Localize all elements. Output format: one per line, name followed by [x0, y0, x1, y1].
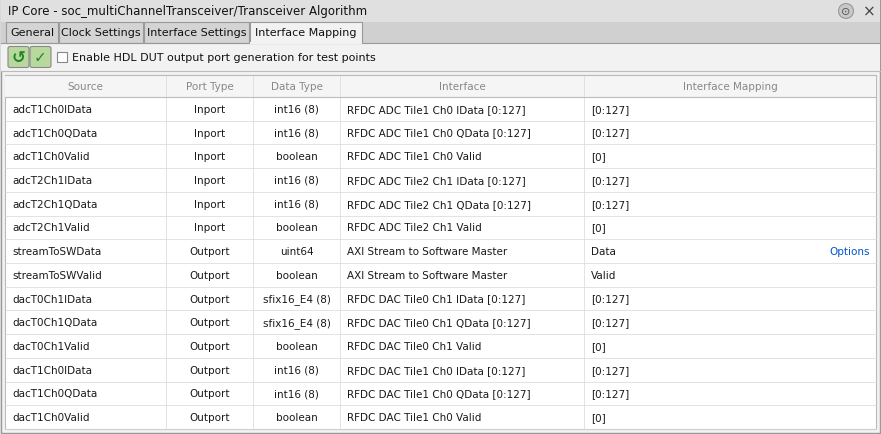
Text: adcT1Ch0QData: adcT1Ch0QData [12, 128, 97, 138]
Text: ⊙: ⊙ [841, 7, 851, 17]
Text: int16 (8): int16 (8) [274, 365, 319, 375]
Text: RFDC ADC Tile1 Ch0 IData [0:127]: RFDC ADC Tile1 Ch0 IData [0:127] [347, 105, 526, 115]
Text: int16 (8): int16 (8) [274, 128, 319, 138]
Text: Source: Source [68, 82, 103, 92]
Text: Port Type: Port Type [186, 82, 233, 92]
Text: dacT0Ch1QData: dacT0Ch1QData [12, 318, 97, 328]
Bar [1, 1, 880, 23]
Text: int16 (8): int16 (8) [274, 199, 319, 209]
Bar [57, 53, 67, 63]
Text: Data Type: Data Type [270, 82, 322, 92]
Text: dacT0Ch1IData: dacT0Ch1IData [12, 294, 92, 304]
Text: Interface Mapping: Interface Mapping [255, 29, 357, 39]
Text: dacT1Ch0Valid: dacT1Ch0Valid [12, 412, 90, 422]
Text: Data: Data [591, 247, 616, 256]
Text: streamToSWValid: streamToSWValid [12, 270, 101, 280]
Text: RFDC ADC Tile2 Ch1 Valid: RFDC ADC Tile2 Ch1 Valid [347, 223, 482, 233]
Text: int16 (8): int16 (8) [274, 176, 319, 186]
Text: Inport: Inport [194, 128, 226, 138]
Text: Valid: Valid [591, 270, 617, 280]
Text: AXI Stream to Software Master: AXI Stream to Software Master [347, 270, 507, 280]
Text: Interface Settings: Interface Settings [147, 29, 247, 39]
Text: [0:127]: [0:127] [591, 176, 629, 186]
Text: Outport: Outport [189, 270, 230, 280]
Circle shape [839, 4, 854, 20]
Text: [0:127]: [0:127] [591, 199, 629, 209]
Text: boolean: boolean [276, 152, 318, 162]
Text: Outport: Outport [189, 247, 230, 256]
Text: boolean: boolean [276, 412, 318, 422]
Text: [0]: [0] [591, 412, 606, 422]
Text: boolean: boolean [276, 223, 318, 233]
Text: uint64: uint64 [280, 247, 314, 256]
Text: Enable HDL DUT output port generation for test points: Enable HDL DUT output port generation fo… [72, 53, 376, 63]
Text: ×: × [862, 4, 876, 20]
Text: Inport: Inport [194, 105, 226, 115]
Text: [0:127]: [0:127] [591, 365, 629, 375]
Text: sfix16_E4 (8): sfix16_E4 (8) [263, 293, 330, 304]
Text: [0:127]: [0:127] [591, 128, 629, 138]
Text: adcT2Ch1Valid: adcT2Ch1Valid [12, 223, 90, 233]
FancyBboxPatch shape [8, 47, 29, 68]
Text: RFDC DAC Tile0 Ch1 Valid: RFDC DAC Tile0 Ch1 Valid [347, 341, 482, 351]
Text: Interface Mapping: Interface Mapping [683, 82, 778, 92]
Text: dacT1Ch0IData: dacT1Ch0IData [12, 365, 92, 375]
Text: Inport: Inport [194, 176, 226, 186]
Text: Outport: Outport [189, 388, 230, 398]
Text: ↺: ↺ [11, 49, 26, 67]
Text: AXI Stream to Software Master: AXI Stream to Software Master [347, 247, 507, 256]
Text: Inport: Inport [194, 223, 226, 233]
Text: adcT2Ch1QData: adcT2Ch1QData [12, 199, 98, 209]
Text: Outport: Outport [189, 412, 230, 422]
Text: [0]: [0] [591, 223, 606, 233]
Text: ✓: ✓ [34, 50, 47, 66]
Bar [144, 23, 249, 44]
Text: dacT0Ch1Valid: dacT0Ch1Valid [12, 341, 90, 351]
Text: [0:127]: [0:127] [591, 294, 629, 304]
Text: Outport: Outport [189, 294, 230, 304]
Text: RFDC ADC Tile1 Ch0 QData [0:127]: RFDC ADC Tile1 Ch0 QData [0:127] [347, 128, 531, 138]
Bar [1, 23, 880, 44]
FancyBboxPatch shape [30, 47, 51, 68]
Text: adcT1Ch0Valid: adcT1Ch0Valid [12, 152, 90, 162]
Bar [1, 44, 880, 72]
Text: Inport: Inport [194, 199, 226, 209]
Bar [5, 76, 876, 98]
Bar [59, 23, 143, 44]
Text: [0:127]: [0:127] [591, 318, 629, 328]
Text: [0:127]: [0:127] [591, 388, 629, 398]
Bar [5, 76, 876, 429]
Text: IP Core - soc_multiChannelTransceiver/Transceiver Algorithm: IP Core - soc_multiChannelTransceiver/Tr… [8, 6, 367, 19]
Text: int16 (8): int16 (8) [274, 388, 319, 398]
Text: int16 (8): int16 (8) [274, 105, 319, 115]
Text: RFDC ADC Tile2 Ch1 IData [0:127]: RFDC ADC Tile2 Ch1 IData [0:127] [347, 176, 526, 186]
Text: RFDC DAC Tile1 Ch0 IData [0:127]: RFDC DAC Tile1 Ch0 IData [0:127] [347, 365, 526, 375]
Text: adcT2Ch1IData: adcT2Ch1IData [12, 176, 93, 186]
Text: Outport: Outport [189, 365, 230, 375]
Text: [0:127]: [0:127] [591, 105, 629, 115]
Text: adcT1Ch0IData: adcT1Ch0IData [12, 105, 92, 115]
Text: General: General [10, 29, 54, 39]
Text: Outport: Outport [189, 318, 230, 328]
Text: RFDC ADC Tile2 Ch1 QData [0:127]: RFDC ADC Tile2 Ch1 QData [0:127] [347, 199, 531, 209]
Text: Interface: Interface [439, 82, 485, 92]
Text: Clock Settings: Clock Settings [61, 29, 141, 39]
Text: [0]: [0] [591, 152, 606, 162]
Text: [0]: [0] [591, 341, 606, 351]
Text: sfix16_E4 (8): sfix16_E4 (8) [263, 317, 330, 328]
Text: RFDC DAC Tile0 Ch1 IData [0:127]: RFDC DAC Tile0 Ch1 IData [0:127] [347, 294, 526, 304]
Text: Outport: Outport [189, 341, 230, 351]
Text: dacT1Ch0QData: dacT1Ch0QData [12, 388, 97, 398]
Text: RFDC ADC Tile1 Ch0 Valid: RFDC ADC Tile1 Ch0 Valid [347, 152, 482, 162]
Text: Options: Options [830, 247, 870, 256]
Text: streamToSWData: streamToSWData [12, 247, 101, 256]
Text: boolean: boolean [276, 341, 318, 351]
Text: RFDC DAC Tile0 Ch1 QData [0:127]: RFDC DAC Tile0 Ch1 QData [0:127] [347, 318, 531, 328]
Text: boolean: boolean [276, 270, 318, 280]
Text: RFDC DAC Tile1 Ch0 Valid: RFDC DAC Tile1 Ch0 Valid [347, 412, 482, 422]
Bar [250, 23, 362, 44]
Text: Inport: Inport [194, 152, 226, 162]
Text: RFDC DAC Tile1 Ch0 QData [0:127]: RFDC DAC Tile1 Ch0 QData [0:127] [347, 388, 531, 398]
Bar [6, 23, 58, 44]
